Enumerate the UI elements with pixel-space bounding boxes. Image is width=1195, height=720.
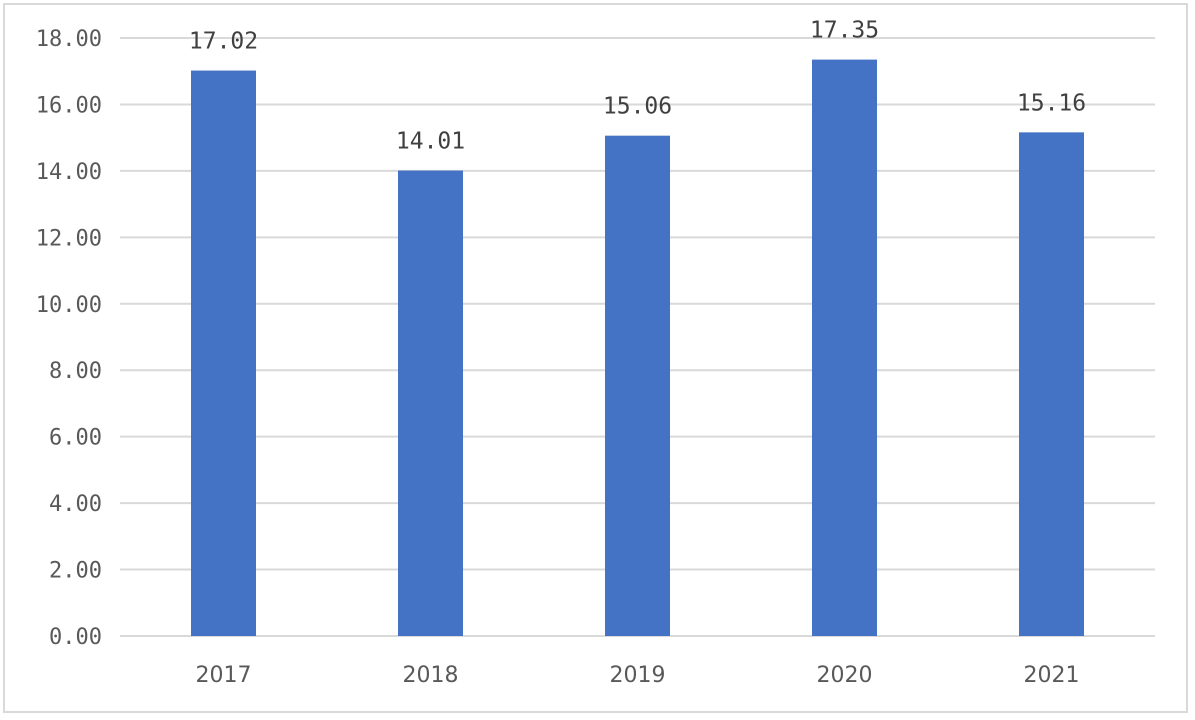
y-tick-label: 8.00 <box>49 359 102 384</box>
x-tick-label-2019: 2019 <box>610 663 666 688</box>
x-axis-tick-labels: 2017 2018 2019 2020 2021 <box>196 663 1080 688</box>
y-tick-label: 0.00 <box>49 625 102 650</box>
y-tick-label: 16.00 <box>36 93 102 118</box>
data-label-2021: 15.16 <box>1017 90 1086 116</box>
y-tick-label: 10.00 <box>36 293 102 318</box>
bar-2021 <box>1019 132 1084 636</box>
bar-2017 <box>191 70 256 636</box>
bars <box>191 59 1084 637</box>
bar-2020 <box>812 59 877 637</box>
y-tick-label: 18.00 <box>36 27 102 52</box>
data-label-2019: 15.06 <box>603 94 672 120</box>
data-labels: 17.02 14.01 15.06 17.35 15.16 <box>189 18 1086 155</box>
x-tick-label-2018: 2018 <box>403 663 459 688</box>
x-tick-label-2020: 2020 <box>817 663 873 688</box>
data-label-2017: 17.02 <box>189 29 258 55</box>
y-tick-label: 6.00 <box>49 426 102 451</box>
bar-2018 <box>398 170 463 636</box>
y-tick-label: 12.00 <box>36 226 102 251</box>
y-axis-tick-labels: 0.00 2.00 4.00 6.00 8.00 10.00 12.00 14.00 16.00… <box>36 27 102 650</box>
x-tick-label-2021: 2021 <box>1024 663 1080 688</box>
data-label-2020: 17.35 <box>810 18 879 44</box>
x-tick-label-2017: 2017 <box>196 663 252 688</box>
y-tick-label: 4.00 <box>49 492 102 517</box>
y-tick-label: 14.00 <box>36 160 102 185</box>
bar-2019 <box>605 135 670 636</box>
gridlines <box>120 37 1155 637</box>
y-tick-label: 2.00 <box>49 559 102 584</box>
data-label-2018: 14.01 <box>396 129 465 155</box>
